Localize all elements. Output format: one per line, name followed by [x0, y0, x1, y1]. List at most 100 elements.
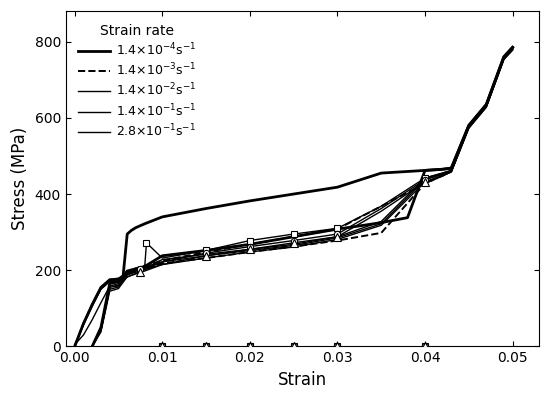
2.8×10$^{-1}$s$^{-1}$	[246, 247, 253, 252]
1.4×10$^{-2}$s$^{-1}$	[422, 176, 428, 180]
1.4×10$^{-4}$s$^{-1}$	[119, 276, 126, 281]
1.4×10$^{-4}$s$^{-1}$	[124, 232, 130, 236]
1.4×10$^{-4}$s$^{-1}$	[448, 166, 455, 170]
2.8×10$^{-1}$s$^{-1}$	[89, 317, 96, 322]
1.4×10$^{-3}$s$^{-1}$	[483, 103, 490, 108]
1.4×10$^{-3}$s$^{-1}$	[334, 227, 341, 232]
2.8×10$^{-1}$s$^{-1}$	[334, 234, 341, 239]
2.8×10$^{-1}$s$^{-1}$	[72, 342, 78, 347]
2.8×10$^{-1}$s$^{-1}$	[378, 209, 384, 214]
2.8×10$^{-1}$s$^{-1}$	[203, 253, 210, 258]
2.8×10$^{-1}$s$^{-1}$	[137, 269, 144, 274]
1.4×10$^{-1}$s$^{-1}$	[290, 238, 297, 243]
Line: 1.4×10$^{-2}$s$^{-1}$: 1.4×10$^{-2}$s$^{-1}$	[75, 48, 513, 346]
1.4×10$^{-3}$s$^{-1}$	[106, 277, 113, 282]
1.4×10$^{-2}$s$^{-1}$	[483, 103, 490, 108]
Line: 2.8×10$^{-1}$s$^{-1}$: 2.8×10$^{-1}$s$^{-1}$	[75, 50, 513, 344]
1.4×10$^{-4}$s$^{-1}$	[89, 302, 96, 307]
1.4×10$^{-1}$s$^{-1}$	[448, 169, 455, 174]
1.4×10$^{-3}$s$^{-1}$	[115, 276, 122, 281]
1.4×10$^{-3}$s$^{-1}$	[422, 181, 428, 186]
1.4×10$^{-1}$s$^{-1}$	[115, 278, 122, 283]
X-axis label: Strain: Strain	[278, 371, 327, 389]
1.4×10$^{-1}$s$^{-1}$	[509, 47, 516, 52]
2.8×10$^{-1}$s$^{-1}$	[290, 240, 297, 245]
2.8×10$^{-1}$s$^{-1}$	[500, 57, 507, 62]
1.4×10$^{-4}$s$^{-1}$	[378, 171, 384, 176]
1.4×10$^{-3}$s$^{-1}$	[203, 250, 210, 254]
Line: 1.4×10$^{-3}$s$^{-1}$: 1.4×10$^{-3}$s$^{-1}$	[75, 48, 513, 346]
1.4×10$^{-2}$s$^{-1}$	[246, 238, 253, 243]
Line: 1.4×10$^{-1}$s$^{-1}$: 1.4×10$^{-1}$s$^{-1}$	[75, 49, 513, 346]
1.4×10$^{-3}$s$^{-1}$	[290, 234, 297, 239]
1.4×10$^{-3}$s$^{-1}$	[246, 242, 253, 247]
1.4×10$^{-1}$s$^{-1}$	[465, 124, 472, 129]
1.4×10$^{-4}$s$^{-1}$	[98, 285, 104, 290]
1.4×10$^{-1}$s$^{-1}$	[334, 232, 341, 236]
1.4×10$^{-1}$s$^{-1}$	[80, 323, 87, 328]
1.4×10$^{-1}$s$^{-1}$	[483, 104, 490, 108]
1.4×10$^{-1}$s$^{-1}$	[133, 269, 139, 274]
1.4×10$^{-3}$s$^{-1}$	[133, 266, 139, 271]
1.4×10$^{-1}$s$^{-1}$	[137, 267, 144, 272]
1.4×10$^{-2}$s$^{-1}$	[143, 240, 150, 245]
1.4×10$^{-3}$s$^{-1}$	[124, 270, 130, 274]
1.4×10$^{-1}$s$^{-1}$	[124, 272, 130, 277]
2.8×10$^{-1}$s$^{-1}$	[448, 170, 455, 174]
1.4×10$^{-1}$s$^{-1}$	[203, 251, 210, 256]
1.4×10$^{-4}$s$^{-1}$	[203, 206, 210, 211]
Legend: 1.4×10$^{-4}$s$^{-1}$, 1.4×10$^{-3}$s$^{-1}$, 1.4×10$^{-2}$s$^{-1}$, 1.4×10$^{-1: 1.4×10$^{-4}$s$^{-1}$, 1.4×10$^{-3}$s$^{…	[72, 17, 202, 146]
2.8×10$^{-1}$s$^{-1}$	[124, 275, 130, 280]
1.4×10$^{-2}$s$^{-1}$	[141, 264, 148, 269]
2.8×10$^{-1}$s$^{-1}$	[80, 333, 87, 338]
1.4×10$^{-4}$s$^{-1}$	[106, 277, 113, 282]
1.4×10$^{-4}$s$^{-1}$	[141, 221, 148, 226]
2.8×10$^{-1}$s$^{-1}$	[106, 284, 113, 289]
1.4×10$^{-4}$s$^{-1}$	[128, 228, 135, 233]
Y-axis label: Stress (MPa): Stress (MPa)	[11, 127, 29, 230]
1.4×10$^{-2}$s$^{-1}$	[115, 277, 122, 282]
1.4×10$^{-1}$s$^{-1}$	[98, 287, 104, 292]
1.4×10$^{-1}$s$^{-1}$	[159, 260, 166, 264]
Line: 1.4×10$^{-4}$s$^{-1}$: 1.4×10$^{-4}$s$^{-1}$	[75, 47, 513, 346]
1.4×10$^{-4}$s$^{-1}$	[246, 198, 253, 203]
1.4×10$^{-4}$s$^{-1}$	[500, 54, 507, 59]
1.4×10$^{-2}$s$^{-1}$	[334, 226, 341, 231]
1.4×10$^{-3}$s$^{-1}$	[141, 263, 148, 268]
1.4×10$^{-4}$s$^{-1}$	[290, 192, 297, 196]
1.4×10$^{-1}$s$^{-1}$	[439, 172, 446, 177]
1.4×10$^{-1}$s$^{-1}$	[72, 344, 78, 349]
1.4×10$^{-2}$s$^{-1}$	[500, 55, 507, 60]
1.4×10$^{-4}$s$^{-1}$	[80, 321, 87, 326]
2.8×10$^{-1}$s$^{-1}$	[439, 173, 446, 178]
1.4×10$^{-3}$s$^{-1}$	[509, 46, 516, 51]
1.4×10$^{-2}$s$^{-1}$	[509, 46, 516, 51]
2.8×10$^{-1}$s$^{-1}$	[133, 271, 139, 276]
1.4×10$^{-1}$s$^{-1}$	[106, 279, 113, 284]
1.4×10$^{-2}$s$^{-1}$	[378, 204, 384, 209]
1.4×10$^{-3}$s$^{-1}$	[500, 55, 507, 60]
1.4×10$^{-2}$s$^{-1}$	[133, 267, 139, 272]
1.4×10$^{-1}$s$^{-1}$	[89, 304, 96, 309]
1.4×10$^{-1}$s$^{-1}$	[422, 177, 428, 182]
1.4×10$^{-3}$s$^{-1}$	[80, 321, 87, 326]
2.8×10$^{-1}$s$^{-1}$	[98, 300, 104, 305]
2.8×10$^{-1}$s$^{-1}$	[141, 267, 148, 272]
1.4×10$^{-1}$s$^{-1}$	[141, 265, 148, 270]
1.4×10$^{-4}$s$^{-1}$	[334, 185, 341, 190]
1.4×10$^{-4}$s$^{-1}$	[72, 344, 78, 349]
1.4×10$^{-4}$s$^{-1}$	[509, 45, 516, 50]
1.4×10$^{-4}$s$^{-1}$	[422, 168, 428, 173]
1.4×10$^{-3}$s$^{-1}$	[89, 302, 96, 307]
1.4×10$^{-1}$s$^{-1}$	[378, 206, 384, 211]
1.4×10$^{-2}$s$^{-1}$	[448, 168, 455, 173]
1.4×10$^{-3}$s$^{-1}$	[448, 169, 455, 174]
2.8×10$^{-1}$s$^{-1}$	[159, 262, 166, 267]
1.4×10$^{-3}$s$^{-1}$	[465, 124, 472, 129]
1.4×10$^{-4}$s$^{-1}$	[483, 102, 490, 107]
1.4×10$^{-2}$s$^{-1}$	[290, 232, 297, 236]
1.4×10$^{-3}$s$^{-1}$	[378, 204, 384, 209]
1.4×10$^{-2}$s$^{-1}$	[465, 124, 472, 129]
2.8×10$^{-1}$s$^{-1}$	[509, 48, 516, 52]
1.4×10$^{-2}$s$^{-1}$	[159, 256, 166, 260]
